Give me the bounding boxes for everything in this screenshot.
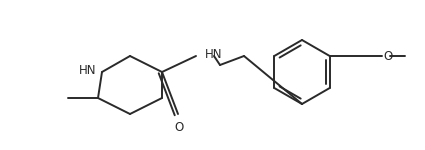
Text: HN: HN	[205, 48, 223, 62]
Text: HN: HN	[79, 64, 97, 78]
Text: O: O	[174, 121, 184, 134]
Text: O: O	[383, 50, 392, 63]
